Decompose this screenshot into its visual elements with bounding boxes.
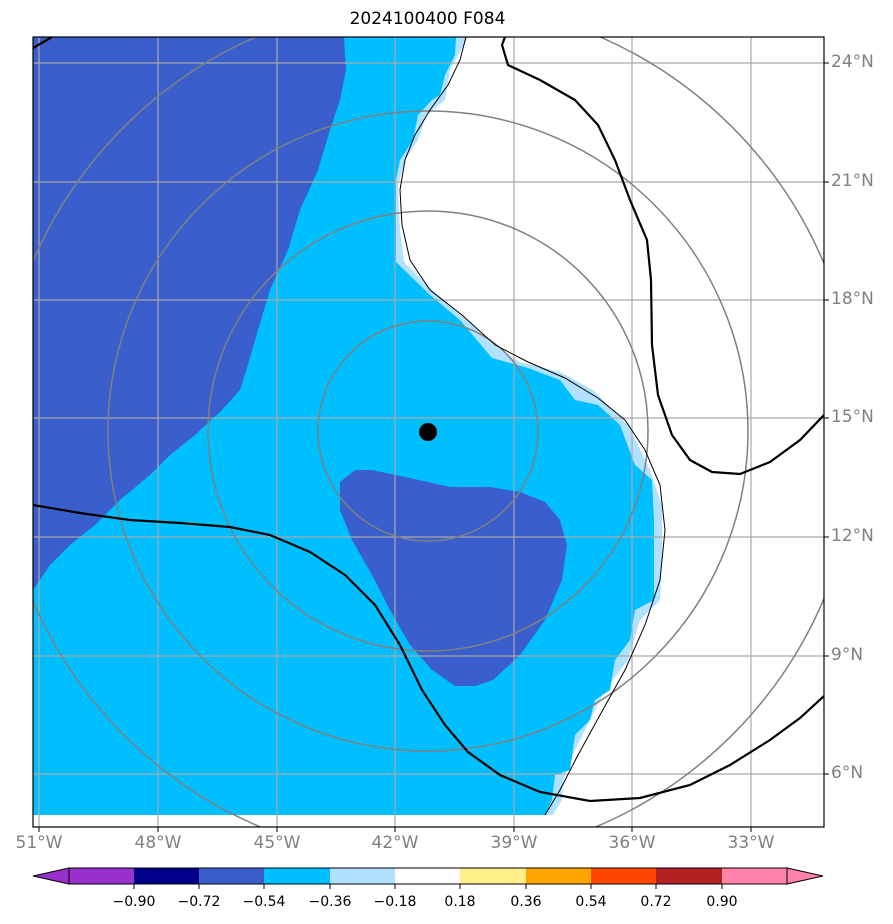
lat-label-12n: 12°N — [831, 526, 874, 546]
colorbar-bin-1 — [69, 868, 134, 884]
colorbar-bin-10 — [656, 868, 722, 884]
range-rings — [33, 37, 824, 827]
lon-label-39w: 39°W — [490, 833, 538, 853]
map-title: 2024100400 F084 — [349, 9, 506, 29]
storm-center-marker — [419, 423, 437, 441]
lat-label-21n: 21°N — [831, 171, 874, 191]
range-ring-1 — [317, 320, 539, 542]
lat-lon-grid — [33, 37, 824, 827]
thick-contour-south — [33, 503, 824, 803]
colorbar-extend-low — [32, 867, 70, 885]
colorbar-bin-7 — [460, 868, 526, 884]
map-frame — [32, 36, 825, 828]
colorbar-label: −0.54 — [242, 894, 286, 910]
thick-contour-northwest — [33, 37, 53, 49]
colorbar-label: 0.90 — [706, 894, 738, 910]
colorbar-bin-2 — [134, 868, 199, 884]
colorbar-frame — [68, 867, 788, 885]
colorbar — [32, 867, 824, 889]
colorbar-label: −0.72 — [177, 894, 221, 910]
thin-contour — [399, 37, 666, 816]
colorbar-label: 0.18 — [444, 894, 476, 910]
colorbar-bin-11 — [722, 868, 787, 884]
colorbar-bin-4 — [264, 868, 330, 884]
dark-anomaly-center — [340, 470, 567, 686]
lon-label-51w: 51°W — [15, 833, 63, 853]
colorbar-bin-5 — [330, 868, 395, 884]
thick-contour-northeast — [500, 37, 824, 476]
colorbar-label: 0.54 — [575, 894, 607, 910]
lon-label-48w: 48°W — [134, 833, 182, 853]
range-ring-3 — [107, 110, 749, 752]
range-ring-2 — [207, 210, 649, 652]
colorbar-label: 0.72 — [640, 894, 672, 910]
colorbar-extend-high — [786, 867, 824, 885]
colorbar-label: −0.90 — [112, 894, 156, 910]
colorbar-bin-3 — [199, 868, 264, 884]
lat-label-18n: 18°N — [831, 289, 874, 309]
lat-label-9n: 9°N — [831, 645, 864, 665]
lat-label-15n: 15°N — [831, 407, 874, 427]
lon-label-33w: 33°W — [727, 833, 775, 853]
lon-label-36w: 36°W — [608, 833, 656, 853]
lat-label-6n: 6°N — [831, 763, 864, 783]
colorbar-label: −0.18 — [373, 894, 417, 910]
colorbar-bin-8 — [526, 868, 591, 884]
map-area — [33, 37, 824, 827]
colorbar-label: −0.36 — [308, 894, 352, 910]
dark-anomaly-west — [33, 37, 346, 590]
lat-label-24n: 24°N — [831, 52, 874, 72]
lon-label-42w: 42°W — [371, 833, 419, 853]
colorbar-bin-6 — [395, 868, 460, 884]
lon-label-45w: 45°W — [253, 833, 301, 853]
colorbar-label: 0.36 — [510, 894, 542, 910]
axis-ticks — [38, 62, 829, 832]
colorbar-bin-9 — [591, 868, 656, 884]
